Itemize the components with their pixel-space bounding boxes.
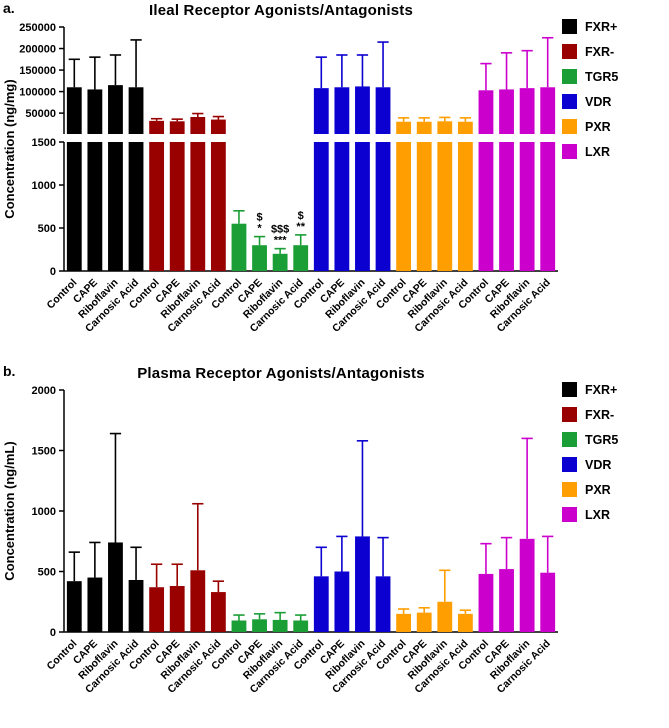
legend-item: FXR- (562, 44, 664, 59)
svg-text:0: 0 (50, 627, 56, 639)
legend-item: TGR5 (562, 432, 664, 447)
legend-item: TGR5 (562, 69, 664, 84)
legend-label: PXR (585, 119, 611, 134)
panel-label-a: a. (3, 0, 15, 16)
svg-text:500: 500 (38, 567, 56, 579)
svg-text:*: * (257, 223, 262, 235)
legend-swatch (562, 44, 577, 59)
svg-text:200000: 200000 (19, 44, 56, 56)
legend-swatch (562, 407, 577, 422)
legend-item: FXR- (562, 407, 664, 422)
panel-label-b: b. (3, 363, 16, 379)
legend-item: VDR (562, 457, 664, 472)
legend-swatch (562, 382, 577, 397)
legend-label: PXR (585, 482, 611, 497)
legend-item: PXR (562, 119, 664, 134)
chart-b-row: 0 500 1000 1500 2000 Concentration (ng/mL) Con… (0, 382, 669, 712)
svg-text:***: *** (274, 235, 288, 247)
legend-label: FXR- (585, 44, 615, 59)
legend-swatch (562, 144, 577, 159)
legend-label: VDR (585, 94, 612, 109)
chart-b-legend: FXR+ FXR- TGR5 VDR PXR LXR (562, 382, 664, 532)
legend-swatch (562, 19, 577, 34)
legend-swatch (562, 432, 577, 447)
legend-label: LXR (585, 507, 610, 522)
legend-swatch (562, 482, 577, 497)
legend-label: LXR (585, 144, 610, 159)
svg-text:Concentration (ng/mL): Concentration (ng/mL) (2, 441, 17, 580)
legend-label: FXR- (585, 407, 615, 422)
legend-swatch (562, 507, 577, 522)
svg-text:0: 0 (50, 266, 56, 278)
svg-text:150000: 150000 (19, 65, 56, 77)
legend-swatch (562, 69, 577, 84)
svg-text:$$$: $$$ (271, 224, 289, 236)
chart-a-title: Ileal Receptor Agonists/Antagonists (149, 2, 413, 19)
svg-text:2000: 2000 (32, 385, 56, 397)
chart-a-legend: FXR+ FXR- TGR5 VDR PXR LXR (562, 19, 664, 169)
svg-text:1000: 1000 (32, 180, 56, 192)
legend-item: LXR (562, 507, 664, 522)
legend-label: TGR5 (585, 69, 619, 84)
svg-text:1500: 1500 (32, 137, 56, 149)
legend-swatch (562, 457, 577, 472)
svg-text:Concentration (ng/mg): Concentration (ng/mg) (2, 79, 17, 218)
legend-item: PXR (562, 482, 664, 497)
panel-a: a. Ileal Receptor Agonists/Antagonists 0… (0, 0, 669, 351)
legend-item: FXR+ (562, 382, 664, 397)
legend-item: FXR+ (562, 19, 664, 34)
legend-swatch (562, 94, 577, 109)
svg-text:**: ** (296, 221, 305, 233)
panel-b: b. Plasma Receptor Agonists/Antagonists … (0, 363, 669, 712)
legend-swatch (562, 119, 577, 134)
svg-text:250000: 250000 (19, 22, 56, 34)
legend-label: FXR+ (585, 19, 618, 34)
svg-text:1500: 1500 (32, 446, 56, 458)
svg-text:$: $ (298, 210, 304, 222)
legend-label: VDR (585, 457, 612, 472)
legend-item: VDR (562, 94, 664, 109)
chart-a-row: 0 500 1000 1500 50000 100000 150000 200000 25000… (0, 19, 669, 351)
svg-text:50000: 50000 (25, 108, 56, 120)
legend-label: TGR5 (585, 432, 619, 447)
chart-a-plot: 0 500 1000 1500 50000 100000 150000 200000 25000… (2, 22, 558, 335)
legend-item: LXR (562, 144, 664, 159)
svg-text:1000: 1000 (32, 506, 56, 518)
svg-text:100000: 100000 (19, 87, 56, 99)
svg-text:500: 500 (38, 223, 56, 235)
chart-b-title: Plasma Receptor Agonists/Antagonists (137, 365, 425, 382)
svg-text:$: $ (256, 212, 262, 224)
legend-label: FXR+ (585, 382, 618, 397)
